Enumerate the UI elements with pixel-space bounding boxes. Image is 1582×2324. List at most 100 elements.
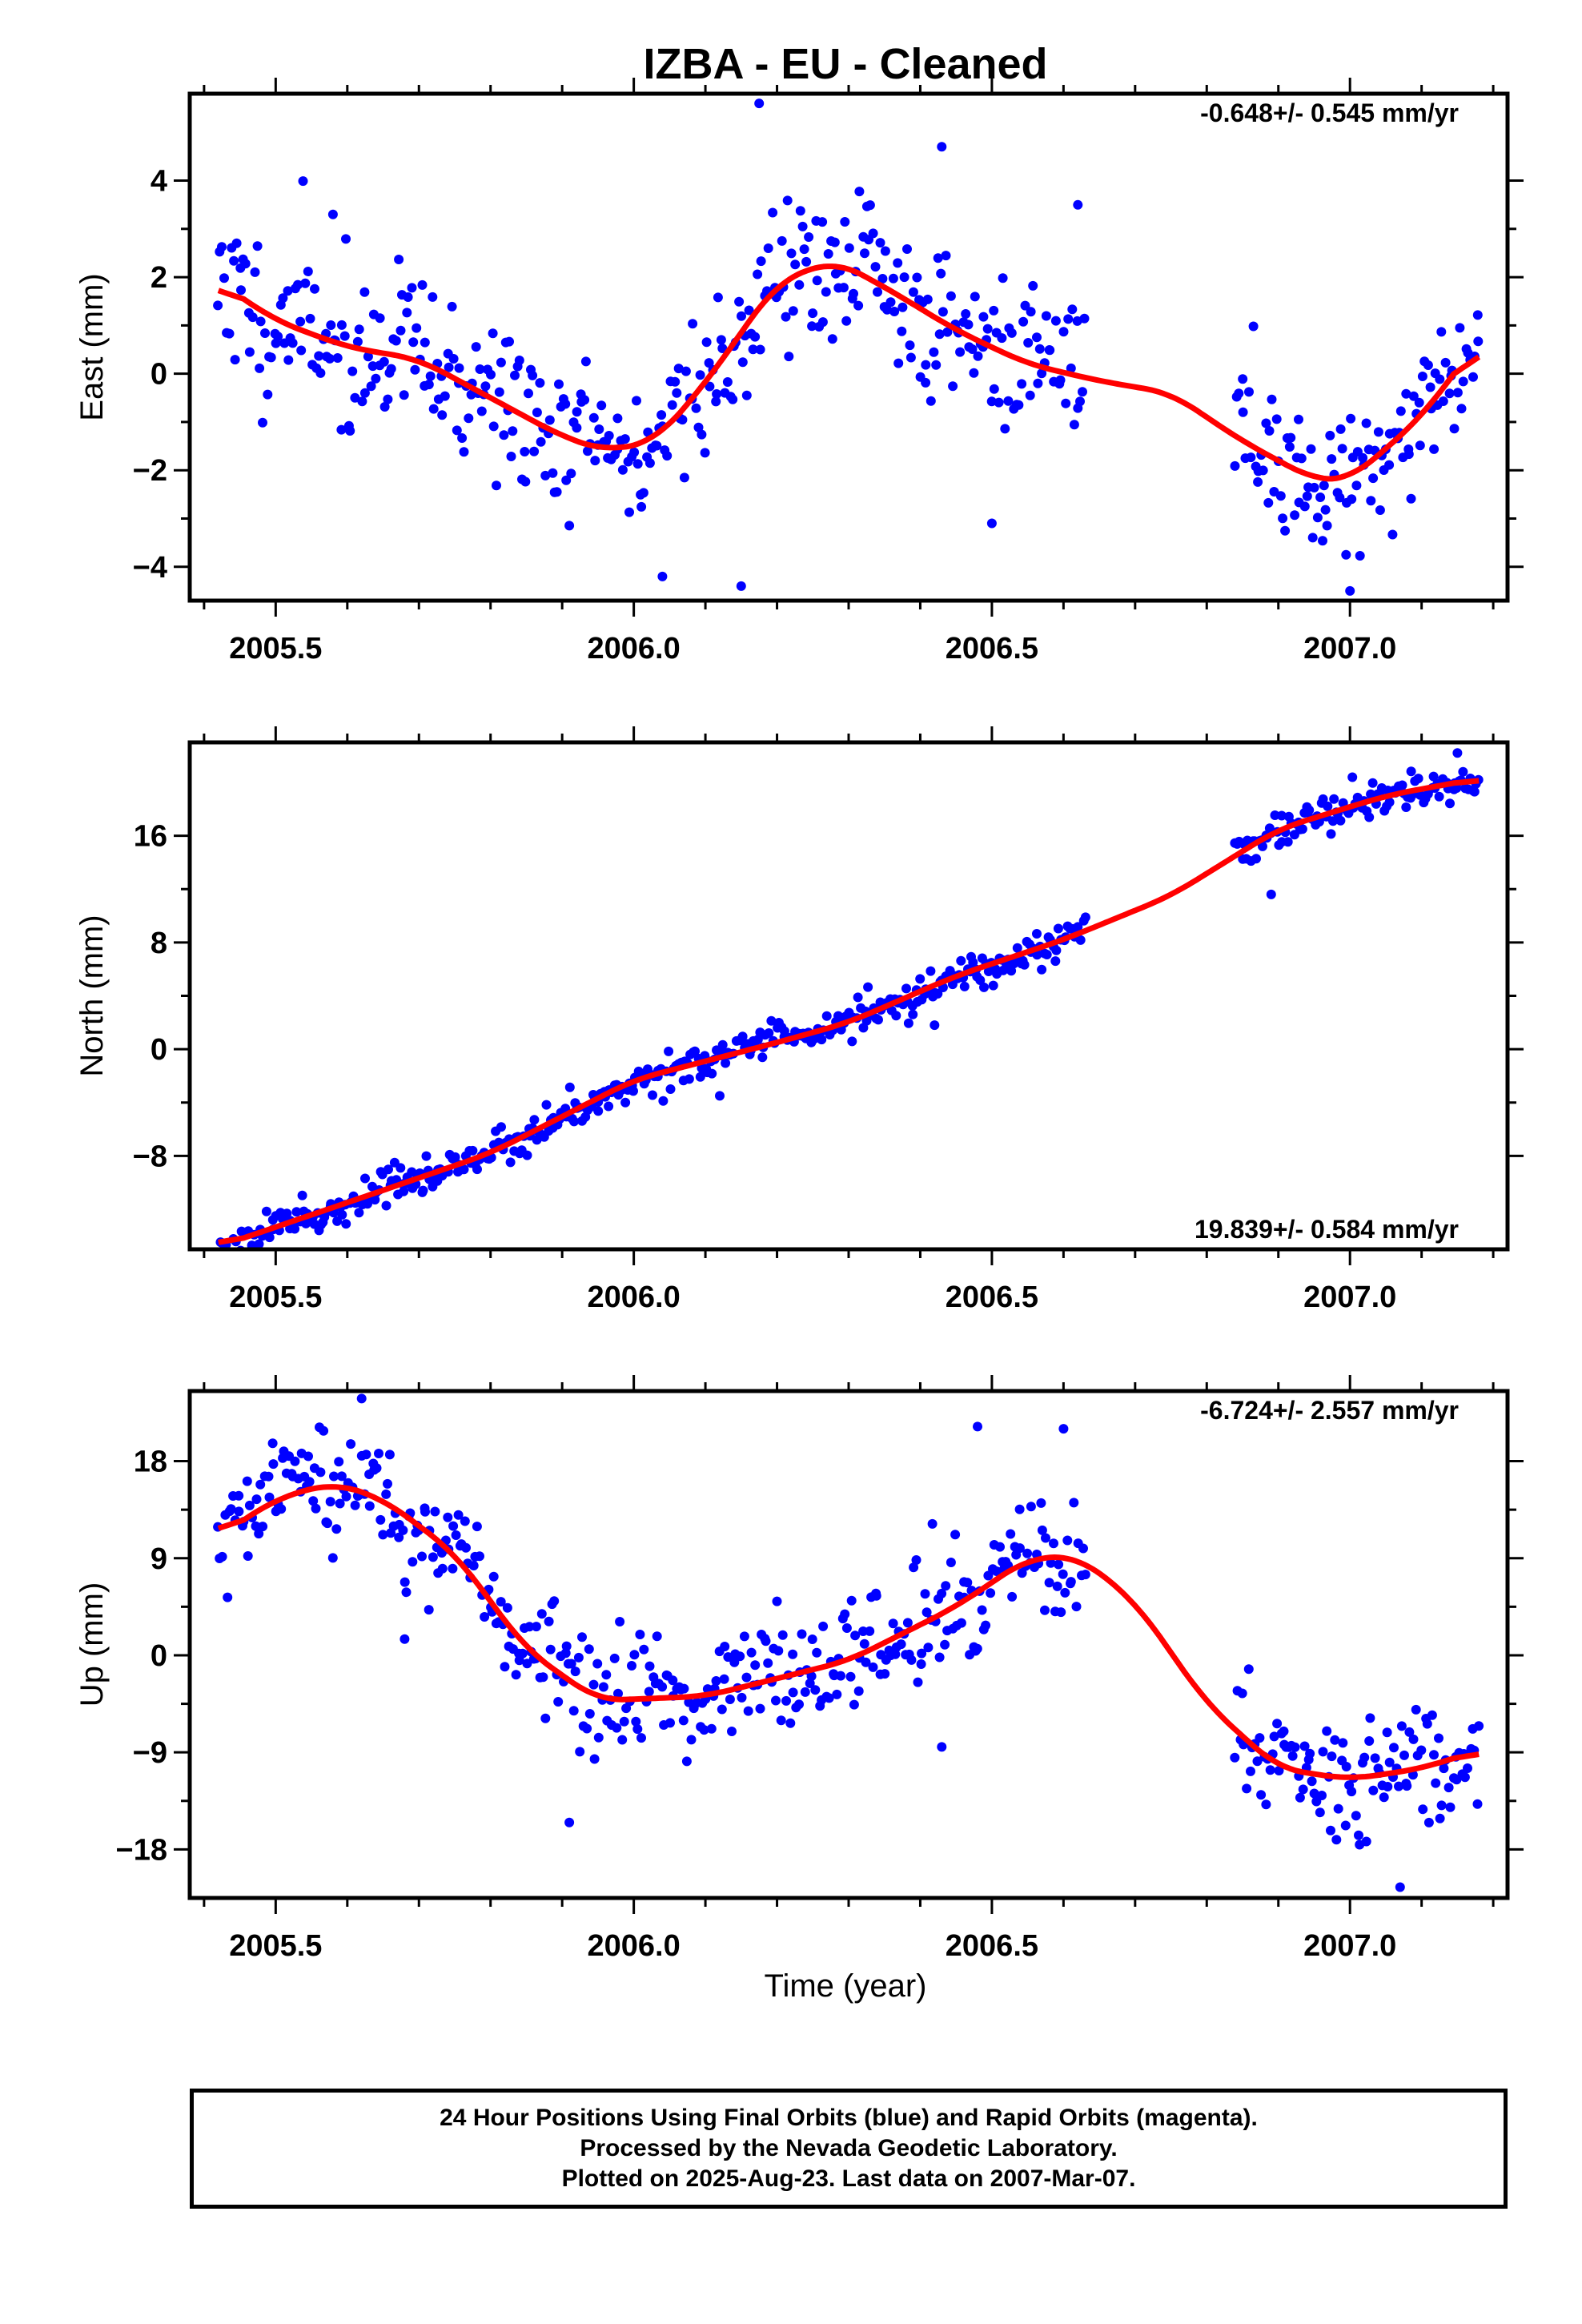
data-point bbox=[1341, 1762, 1351, 1771]
data-point bbox=[941, 1581, 951, 1591]
data-point bbox=[226, 1258, 235, 1268]
data-point bbox=[812, 275, 822, 286]
data-point bbox=[1365, 1713, 1375, 1723]
trend-line bbox=[218, 778, 1480, 1245]
x-tick-label: 2006.0 bbox=[588, 1929, 681, 1963]
data-point bbox=[735, 1651, 745, 1662]
data-point bbox=[763, 243, 773, 253]
data-point bbox=[921, 1607, 932, 1618]
data-point bbox=[263, 1471, 274, 1482]
data-point bbox=[656, 410, 667, 420]
data-point bbox=[1325, 430, 1335, 440]
data-point bbox=[505, 1157, 516, 1168]
data-point bbox=[327, 1553, 338, 1563]
data-point bbox=[1335, 815, 1346, 826]
data-point bbox=[1452, 388, 1463, 398]
y-tick-label: −2 bbox=[133, 454, 167, 488]
data-point bbox=[592, 1659, 603, 1669]
data-point bbox=[896, 1639, 906, 1650]
data-point bbox=[475, 364, 485, 374]
data-point bbox=[901, 983, 911, 994]
data-point bbox=[1274, 1766, 1284, 1775]
data-point bbox=[536, 436, 546, 447]
data-point bbox=[1439, 1763, 1449, 1774]
data-point bbox=[1063, 314, 1074, 324]
x-tick-label: 2006.5 bbox=[946, 1281, 1038, 1314]
data-point bbox=[821, 1011, 832, 1021]
data-point bbox=[701, 337, 712, 348]
data-point bbox=[1312, 513, 1323, 523]
data-point bbox=[785, 1718, 796, 1728]
data-point bbox=[308, 1496, 319, 1506]
data-point bbox=[254, 1529, 264, 1539]
data-point bbox=[1006, 328, 1017, 338]
data-point bbox=[341, 1491, 351, 1502]
data-point bbox=[356, 1393, 367, 1404]
x-tick-label: 2006.0 bbox=[588, 632, 681, 665]
data-point bbox=[325, 1497, 335, 1507]
data-point bbox=[841, 1623, 852, 1633]
data-point bbox=[529, 1115, 540, 1125]
data-point bbox=[854, 187, 865, 197]
data-point bbox=[544, 415, 555, 425]
data-point bbox=[472, 1164, 482, 1175]
data-point bbox=[1403, 449, 1414, 460]
data-point bbox=[381, 1489, 391, 1499]
data-point bbox=[1080, 912, 1090, 923]
data-point bbox=[243, 1254, 252, 1264]
data-point bbox=[300, 278, 311, 288]
data-point bbox=[298, 176, 308, 187]
data-point bbox=[893, 258, 903, 268]
data-point bbox=[632, 459, 643, 469]
data-point bbox=[771, 1695, 781, 1706]
data-point bbox=[948, 381, 958, 392]
data-point bbox=[836, 1671, 845, 1681]
data-point bbox=[736, 581, 746, 591]
data-point bbox=[897, 302, 908, 312]
y-tick-label: 9 bbox=[151, 1542, 167, 1576]
data-point bbox=[734, 296, 745, 307]
data-point bbox=[1414, 397, 1424, 408]
data-point bbox=[677, 415, 688, 425]
data-point bbox=[1066, 363, 1076, 373]
data-point bbox=[786, 248, 797, 259]
data-point bbox=[1265, 1765, 1275, 1775]
data-point bbox=[638, 488, 648, 498]
data-point bbox=[617, 464, 628, 475]
data-point bbox=[1331, 1835, 1342, 1845]
data-point bbox=[251, 1494, 262, 1505]
data-point bbox=[1307, 533, 1318, 543]
data-point bbox=[739, 1631, 749, 1642]
data-point bbox=[499, 430, 509, 440]
data-point bbox=[679, 1683, 689, 1694]
data-point bbox=[371, 373, 381, 384]
data-point bbox=[305, 313, 315, 324]
data-point bbox=[1366, 789, 1376, 799]
data-point bbox=[970, 292, 980, 302]
data-point bbox=[425, 371, 436, 381]
data-point bbox=[258, 417, 267, 428]
data-point bbox=[888, 273, 898, 283]
data-point bbox=[922, 294, 933, 304]
data-point bbox=[243, 1551, 253, 1561]
data-point bbox=[619, 1716, 629, 1727]
data-point bbox=[978, 312, 989, 322]
data-point bbox=[717, 344, 728, 353]
data-point bbox=[1347, 772, 1358, 782]
data-point bbox=[776, 1715, 786, 1726]
data-point bbox=[746, 1647, 757, 1658]
data-point bbox=[378, 1530, 388, 1540]
data-point bbox=[331, 1524, 342, 1534]
data-point bbox=[459, 1164, 469, 1175]
data-point bbox=[808, 308, 818, 319]
data-point bbox=[1319, 480, 1329, 491]
data-point bbox=[1364, 1736, 1375, 1746]
data-point bbox=[1242, 1783, 1252, 1794]
data-point bbox=[909, 1562, 919, 1573]
data-point bbox=[1286, 432, 1296, 443]
data-point bbox=[573, 1652, 584, 1663]
data-point bbox=[670, 376, 681, 387]
data-point bbox=[1395, 1882, 1405, 1892]
data-point bbox=[1037, 1525, 1047, 1535]
